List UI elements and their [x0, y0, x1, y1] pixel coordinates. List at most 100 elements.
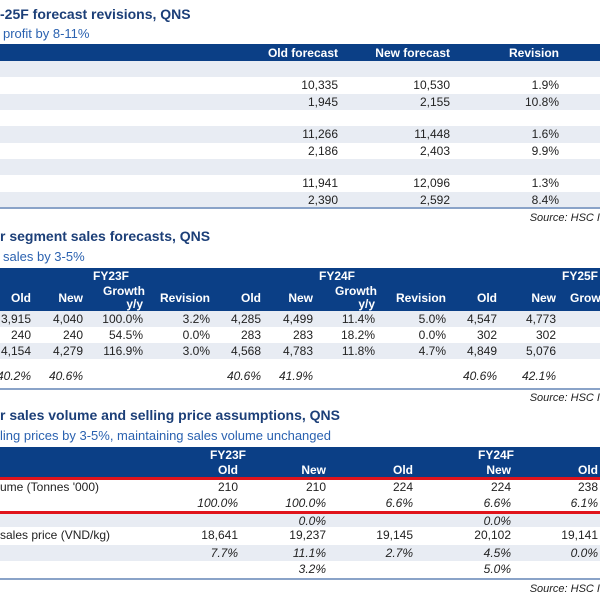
- table-cell: 100.0%: [197, 496, 238, 510]
- table-cell: 3.0%: [182, 344, 210, 358]
- table-row: ume (Tonnes '000) 210 210 224 224 238: [0, 479, 600, 495]
- table1-header: [0, 44, 600, 61]
- table-row: 11,941 12,096 1.3%: [0, 175, 600, 191]
- column-header: Growth y/y: [335, 284, 377, 311]
- table-cell: 0.0%: [418, 328, 446, 342]
- table-cell: 1,945: [307, 94, 338, 109]
- table-cell: 4,154: [0, 344, 31, 358]
- column-header: Revision: [159, 291, 210, 305]
- table-row: [0, 61, 600, 78]
- table-cell: 11,941: [302, 176, 338, 191]
- table-cell: 19,141: [561, 528, 598, 542]
- column-header: Revision: [508, 46, 559, 60]
- table-row: 2,390 2,592 8.4%: [0, 191, 600, 209]
- table3-header: [0, 447, 600, 478]
- group-header: FY25F: [562, 269, 599, 283]
- table-cell: 5.0%: [483, 562, 511, 576]
- table-cell: 18.2%: [340, 328, 375, 342]
- table-row: 11,266 11,448 1.6%: [0, 126, 600, 143]
- column-header: Old: [578, 463, 598, 477]
- table-cell: 100.0%: [102, 312, 143, 326]
- table-cell: 210: [217, 480, 238, 494]
- column-header: Growth y/y: [103, 284, 145, 311]
- table-cell: 40.6%: [226, 369, 261, 383]
- table-cell: 18,641: [201, 528, 238, 542]
- column-header: New: [301, 463, 326, 477]
- table-cell: 2,155: [419, 94, 450, 109]
- column-header: New: [58, 291, 83, 305]
- table1-source: Source: HSC I: [529, 212, 600, 224]
- column-header: Old: [11, 291, 31, 305]
- highlight-line-top: [0, 477, 600, 480]
- table1-title: -25F forecast revisions, QNS: [0, 6, 191, 22]
- group-header: FY24F: [477, 448, 514, 462]
- table-cell: 7.7%: [210, 546, 238, 560]
- table-cell: 19,237: [289, 528, 326, 542]
- table-cell: 10.8%: [524, 94, 559, 109]
- column-header: Revision: [395, 291, 446, 305]
- table-cell: 2,186: [307, 143, 338, 158]
- table-cell: 11.4%: [341, 312, 375, 326]
- table-cell: 4,568: [230, 344, 261, 358]
- table-cell: 10,530: [413, 78, 450, 93]
- table-cell: 10,335: [301, 78, 338, 93]
- table-cell: 19,145: [376, 528, 413, 542]
- table-cell: 8.4%: [531, 192, 559, 207]
- table-cell: 302: [535, 328, 556, 342]
- table-cell: 54.5%: [108, 328, 143, 342]
- table-cell: 2,390: [307, 192, 338, 207]
- table-cell: 5.0%: [418, 312, 446, 326]
- table-cell: 4.5%: [483, 546, 511, 560]
- column-header: New: [288, 291, 313, 305]
- row-label: sales price (VND/kg): [0, 528, 111, 542]
- table-cell: 5,076: [525, 344, 556, 358]
- table-cell: 4.7%: [418, 344, 446, 358]
- table-cell: 240: [62, 328, 83, 342]
- table-cell: 11.1%: [292, 546, 326, 560]
- table-cell: 4,773: [525, 312, 556, 326]
- table-row: 7.7% 11.1% 2.7% 4.5% 0.0%: [0, 545, 600, 561]
- column-header: Old: [218, 463, 238, 477]
- table3-subtitle: ling prices by 3-5%, maintaining sales v…: [0, 428, 331, 443]
- table-cell: 224: [392, 480, 413, 494]
- table-cell: 3,915: [0, 312, 31, 326]
- table-cell: 0.0%: [570, 546, 598, 560]
- table3-title: r sales volume and selling price assumpt…: [0, 407, 340, 423]
- table2-source: Source: HSC I: [529, 392, 600, 404]
- table-cell: 6.6%: [483, 496, 511, 510]
- group-header: FY24F: [319, 269, 356, 283]
- table-row: 40.2% 40.6% 40.6% 41.9% 40.6% 42.1%: [0, 359, 600, 388]
- table3-source: Source: HSC I: [529, 583, 600, 595]
- table-cell: 40.6%: [48, 369, 83, 383]
- table-cell: 0.0%: [483, 514, 511, 528]
- table-cell: 302: [476, 328, 497, 342]
- table-row: 10,335 10,530 1.9%: [0, 77, 600, 93]
- table2-subtitle: sales by 3-5%: [3, 249, 85, 264]
- table-cell: 40.6%: [462, 369, 497, 383]
- table-row: [0, 159, 600, 176]
- table-row: 3.2% 5.0%: [0, 561, 600, 578]
- table-cell: 4,849: [466, 344, 497, 358]
- table-cell: 238: [577, 480, 598, 494]
- table-cell: 11,448: [414, 127, 450, 142]
- row-label: ume (Tonnes '000): [0, 480, 100, 494]
- column-header: New forecast: [375, 46, 450, 60]
- table-cell: 3.2%: [298, 562, 326, 576]
- table-row: sales price (VND/kg) 18,641 19,237 19,145 20…: [0, 527, 600, 545]
- table-cell: 12,096: [413, 176, 450, 191]
- table-cell: 1.6%: [531, 127, 559, 142]
- table-cell: 2.7%: [385, 546, 413, 560]
- table-cell: 42.1%: [521, 369, 556, 383]
- table-row: 100.0% 100.0% 6.6% 6.6% 6.1%: [0, 495, 600, 511]
- table-row: 2,186 2,403 9.9%: [0, 143, 600, 159]
- table-cell: 4,547: [466, 312, 497, 326]
- table-cell: 0.0%: [182, 328, 210, 342]
- table-cell: 283: [240, 328, 261, 342]
- column-header: Old: [241, 291, 261, 305]
- table-cell: 100.0%: [285, 496, 326, 510]
- column-header: Old: [393, 463, 413, 477]
- table-row: 3,915 4,040 100.0% 3.2% 4,285 4,499 11.4% 5.0% 4…: [0, 311, 600, 327]
- table-cell: 11,266: [302, 127, 338, 142]
- table-cell: 4,499: [282, 312, 313, 326]
